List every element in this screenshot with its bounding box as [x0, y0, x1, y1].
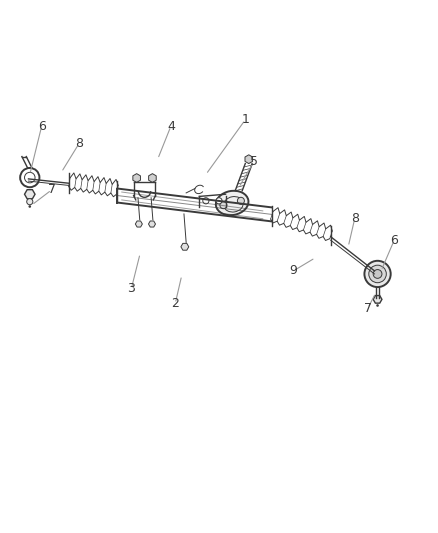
- Circle shape: [27, 199, 33, 205]
- Text: 6: 6: [390, 233, 398, 247]
- Text: 9: 9: [290, 264, 297, 277]
- Circle shape: [364, 261, 391, 287]
- Text: 4: 4: [167, 120, 175, 133]
- Text: 5: 5: [250, 155, 258, 168]
- Text: 8: 8: [351, 212, 359, 225]
- Text: 3: 3: [127, 282, 135, 295]
- Text: 2: 2: [171, 297, 179, 310]
- Circle shape: [28, 205, 31, 208]
- Text: 6: 6: [38, 120, 46, 133]
- Circle shape: [376, 304, 379, 307]
- Circle shape: [373, 270, 382, 278]
- Circle shape: [216, 198, 222, 204]
- Circle shape: [369, 265, 386, 282]
- Circle shape: [203, 198, 209, 204]
- Text: 1: 1: [241, 114, 249, 126]
- Circle shape: [220, 201, 227, 209]
- Text: 8: 8: [75, 138, 83, 150]
- Text: 7: 7: [48, 183, 56, 196]
- Circle shape: [237, 197, 244, 204]
- Text: 7: 7: [364, 302, 372, 314]
- Ellipse shape: [216, 191, 248, 215]
